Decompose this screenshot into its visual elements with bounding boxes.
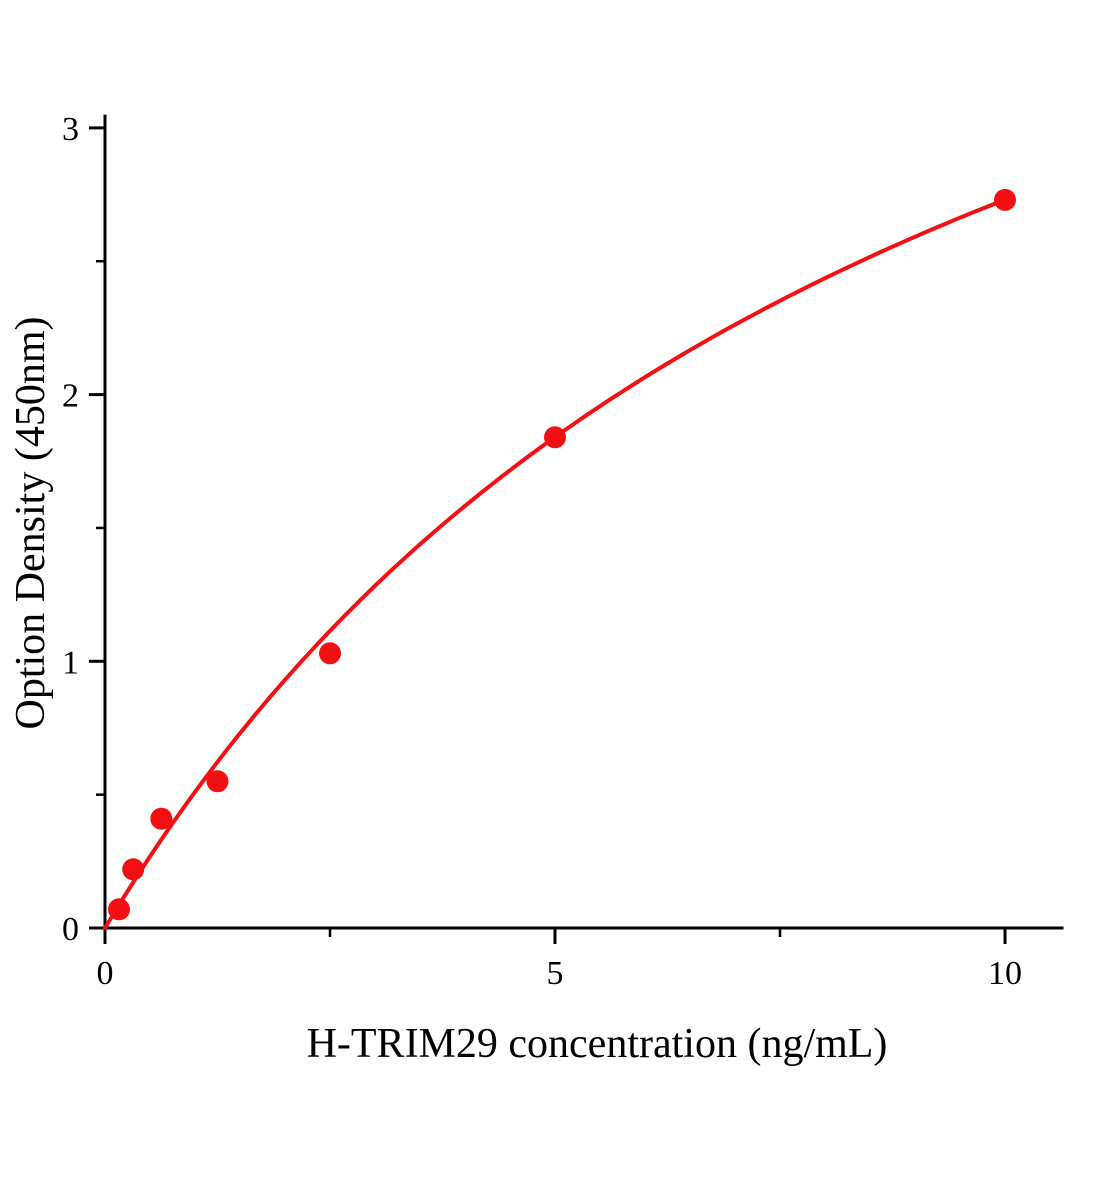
x-tick-label: 10 — [988, 955, 1022, 992]
y-tick-label: 1 — [62, 644, 79, 681]
x-tick-label: 0 — [97, 955, 114, 992]
data-point — [994, 188, 1016, 211]
data-point — [544, 426, 566, 449]
data-point — [122, 858, 145, 881]
y-tick-label: 0 — [62, 911, 79, 948]
data-point — [108, 898, 130, 921]
data-point — [150, 807, 173, 830]
fit-curve — [103, 197, 1007, 930]
x-axis-title: H-TRIM29 concentration (ng/mL) — [307, 1021, 888, 1067]
plot-layer: 0 5 10 0 1 2 3 — [62, 111, 1064, 992]
x-tick-label: 5 — [547, 955, 564, 992]
y-axis-title: Option Density (450nm) — [8, 317, 54, 730]
data-point — [206, 770, 229, 793]
y-tick-label: 3 — [62, 111, 79, 148]
y-tick-label: 2 — [62, 378, 79, 415]
data-point — [319, 642, 341, 665]
